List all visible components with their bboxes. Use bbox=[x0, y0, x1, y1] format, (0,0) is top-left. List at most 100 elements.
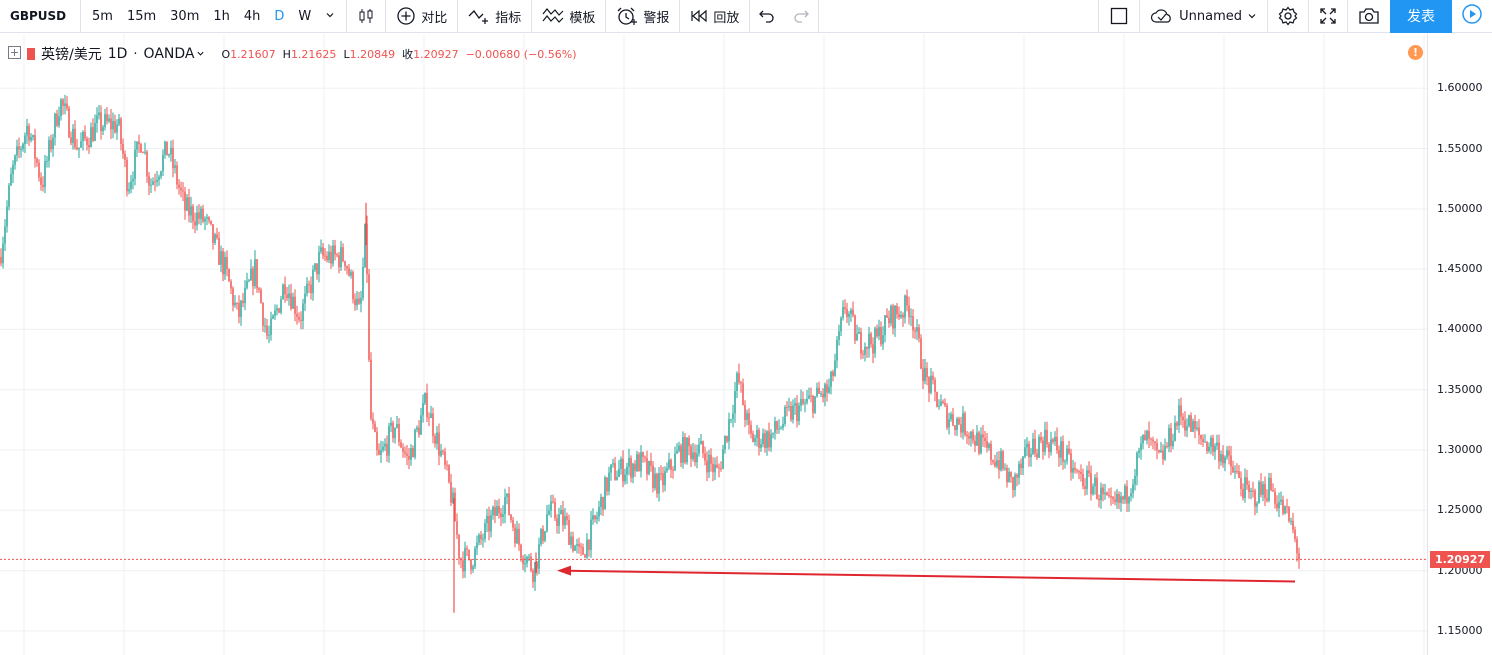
candle-body bbox=[352, 272, 354, 300]
chevron-down-icon[interactable] bbox=[196, 47, 205, 62]
candle-body bbox=[148, 176, 150, 186]
plus-square-icon[interactable] bbox=[8, 45, 21, 63]
replay-button[interactable]: 回放 bbox=[680, 0, 749, 33]
chevron-down-icon[interactable] bbox=[318, 9, 342, 24]
candle-body bbox=[1098, 498, 1100, 501]
candle-body bbox=[1246, 477, 1248, 485]
candle-body bbox=[64, 103, 66, 106]
chart-type-button[interactable] bbox=[347, 0, 385, 33]
candle-body bbox=[340, 247, 342, 268]
candle-body bbox=[1150, 438, 1152, 440]
multi-chart-button[interactable] bbox=[1099, 0, 1139, 33]
candle-body bbox=[414, 429, 416, 458]
divider bbox=[346, 0, 348, 33]
candle-body bbox=[444, 451, 446, 465]
interval-30m[interactable]: 30m bbox=[170, 8, 200, 24]
divider bbox=[80, 0, 81, 33]
fullscreen-button[interactable] bbox=[1309, 0, 1347, 33]
legend-pair[interactable]: 英镑/美元 bbox=[41, 47, 102, 63]
divider bbox=[457, 0, 459, 33]
candle-body bbox=[878, 327, 880, 337]
undo-button[interactable] bbox=[750, 0, 784, 33]
candle-body bbox=[610, 464, 612, 473]
candle-body bbox=[122, 143, 124, 155]
candle-body bbox=[164, 141, 166, 155]
candle-body bbox=[1224, 457, 1226, 464]
candle-body bbox=[776, 421, 778, 430]
candle-body bbox=[1260, 481, 1262, 495]
candle-body bbox=[738, 373, 740, 383]
redo-button[interactable] bbox=[784, 0, 818, 33]
compare-button[interactable]: 对比 bbox=[386, 0, 457, 33]
candle-body bbox=[806, 398, 808, 403]
chart-pane[interactable] bbox=[0, 34, 1427, 655]
candle-body bbox=[828, 386, 830, 393]
candle-body bbox=[12, 164, 14, 175]
candle-body bbox=[662, 473, 664, 486]
candle-body bbox=[612, 463, 614, 465]
candle-body bbox=[994, 461, 996, 467]
candle-body bbox=[1186, 426, 1188, 431]
symbol-search[interactable]: GBPUSD bbox=[10, 9, 67, 23]
indicators-button[interactable]: 指标 bbox=[458, 0, 531, 33]
candle-body bbox=[596, 516, 598, 520]
interval-5m[interactable]: 5m bbox=[92, 8, 113, 24]
candle-body bbox=[1072, 468, 1074, 473]
candle-body bbox=[256, 259, 258, 289]
candle-body bbox=[190, 206, 192, 216]
chart-legend: 英镑/美元 1D · OANDA O1.21607 H1.21625 L1.20… bbox=[8, 44, 577, 64]
candle-body bbox=[150, 184, 152, 186]
redo-icon bbox=[792, 8, 810, 24]
candle-body bbox=[1248, 484, 1250, 492]
alert-button[interactable]: 警报 bbox=[606, 0, 679, 33]
settings-button[interactable] bbox=[1268, 0, 1308, 33]
candle-body bbox=[1208, 446, 1210, 452]
candle-body bbox=[1170, 428, 1172, 447]
close-value: 1.20927 bbox=[413, 48, 459, 61]
candle-body bbox=[514, 527, 516, 544]
candle-body bbox=[458, 534, 460, 559]
snapshot-button[interactable] bbox=[1348, 0, 1390, 33]
candle-body bbox=[342, 247, 344, 262]
candle-body bbox=[1060, 441, 1062, 458]
candle-body bbox=[138, 141, 140, 145]
interval-1h[interactable]: 1h bbox=[213, 8, 230, 24]
play-button[interactable] bbox=[1452, 0, 1492, 33]
candle-body bbox=[726, 435, 728, 442]
candle-body bbox=[634, 463, 636, 471]
candle-body bbox=[730, 419, 732, 421]
candle-body bbox=[320, 247, 322, 252]
interval-15m[interactable]: 15m bbox=[126, 8, 157, 24]
candle-body bbox=[666, 468, 668, 472]
candle-body bbox=[1148, 430, 1150, 439]
price-tick-label: 1.55000 bbox=[1437, 141, 1483, 155]
candle-body bbox=[698, 444, 700, 454]
candle-body bbox=[1252, 490, 1254, 492]
candle-body bbox=[1008, 471, 1010, 483]
candle-body bbox=[276, 308, 278, 311]
templates-button[interactable]: 模板 bbox=[532, 0, 605, 33]
candle-body bbox=[602, 497, 604, 510]
candle-body bbox=[688, 437, 690, 447]
candle-body bbox=[2, 243, 4, 264]
candle-body bbox=[668, 459, 670, 469]
candle-body bbox=[1024, 447, 1026, 457]
publish-button[interactable]: 发表 bbox=[1390, 0, 1452, 33]
candle-body bbox=[870, 333, 872, 345]
candle-body bbox=[434, 436, 436, 444]
interval-d[interactable]: D bbox=[274, 8, 285, 24]
candle-body bbox=[858, 331, 860, 334]
candle-body bbox=[328, 251, 330, 261]
candle-body bbox=[486, 515, 488, 524]
warning-icon[interactable]: ! bbox=[1408, 45, 1423, 60]
divider bbox=[679, 0, 681, 33]
candle-body bbox=[116, 124, 118, 133]
candle-body bbox=[968, 436, 970, 439]
layout-button[interactable]: Unnamed bbox=[1140, 0, 1267, 33]
candle-body bbox=[244, 287, 246, 304]
candle-body bbox=[560, 510, 562, 515]
interval-w[interactable]: W bbox=[298, 8, 312, 24]
interval-4h[interactable]: 4h bbox=[243, 8, 261, 24]
candle-body bbox=[706, 460, 708, 473]
candle-body bbox=[1160, 450, 1162, 453]
